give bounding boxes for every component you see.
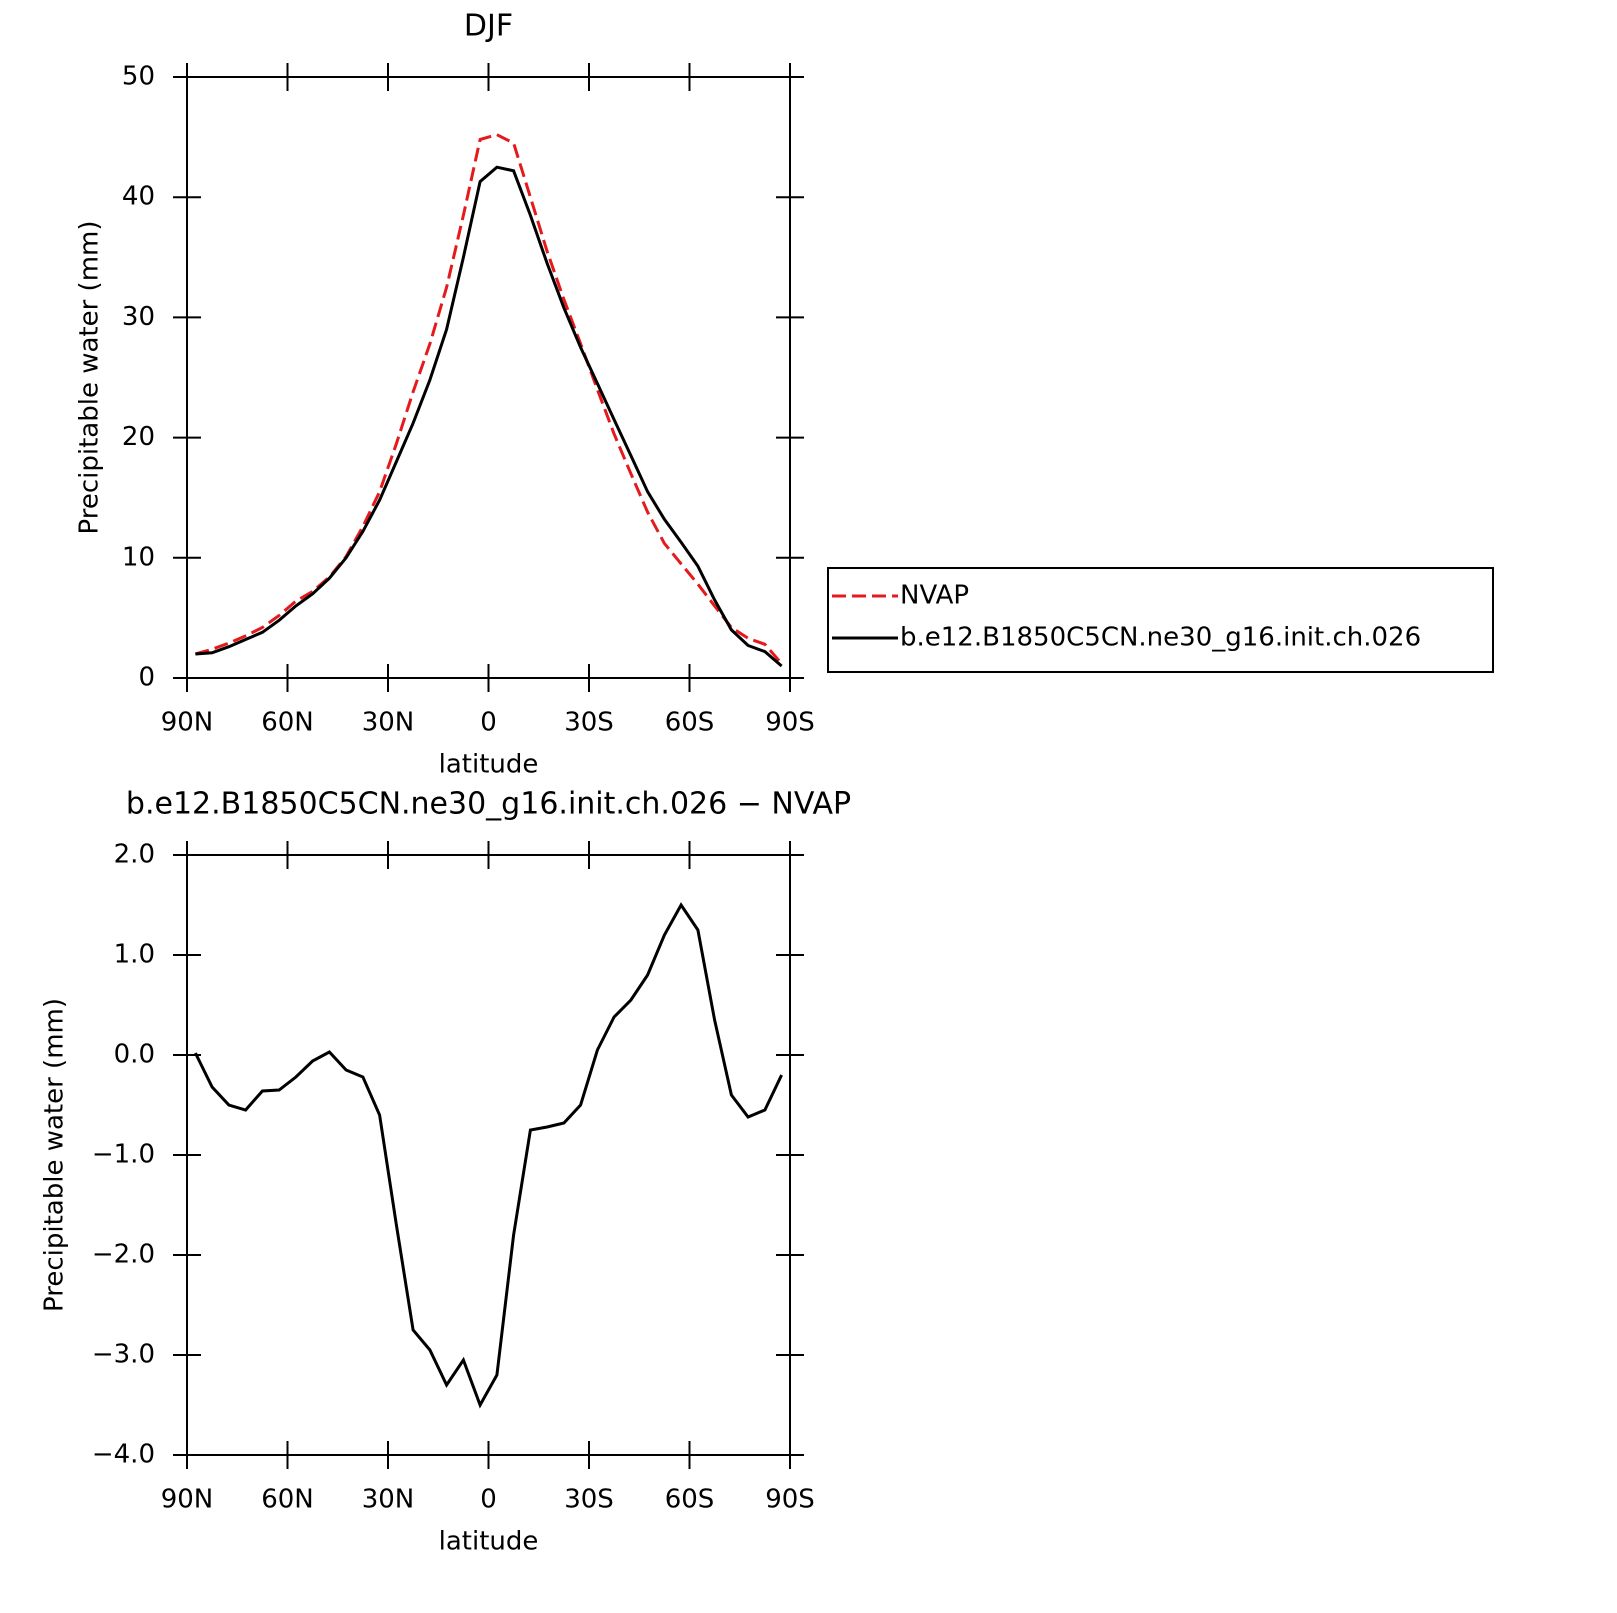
data-line <box>194 133 783 665</box>
x-axis-label: latitude <box>439 750 539 780</box>
y-tick-label: 40 <box>122 182 155 212</box>
x-tick-label: 90S <box>765 708 815 738</box>
data-line <box>195 165 783 668</box>
y-tick-label: −4.0 <box>92 1440 155 1470</box>
y-tick-label: 1.0 <box>114 940 155 970</box>
x-tick-label: 90N <box>161 1485 214 1515</box>
y-tick-label: −2.0 <box>92 1240 155 1270</box>
legend-label: NVAP <box>900 581 969 611</box>
legend-label: b.e12.B1850C5CN.ne30_g16.init.ch.026 <box>900 623 1421 653</box>
y-tick-label: −1.0 <box>92 1140 155 1170</box>
x-tick-label: 0 <box>480 1485 497 1515</box>
x-tick-label: 30N <box>362 708 415 738</box>
y-tick-label: 30 <box>122 302 155 332</box>
x-tick-label: 60N <box>261 1485 314 1515</box>
x-tick-label: 30S <box>564 1485 614 1515</box>
y-axis-label: Precipitable water (mm) <box>75 221 105 535</box>
x-axis-label: latitude <box>439 1527 539 1557</box>
x-tick-label: 30S <box>564 708 614 738</box>
y-axis-label: Precipitable water (mm) <box>40 998 70 1312</box>
x-tick-label: 90N <box>161 708 214 738</box>
y-tick-label: 20 <box>122 422 155 452</box>
x-tick-label: 60S <box>665 708 715 738</box>
legend-box <box>827 567 1494 673</box>
x-tick-label: 60N <box>261 708 314 738</box>
y-tick-label: 50 <box>122 62 155 92</box>
y-tick-label: 10 <box>122 542 155 572</box>
x-tick-label: 60S <box>665 1485 715 1515</box>
y-tick-label: 2.0 <box>114 840 155 870</box>
data-line <box>194 902 783 1409</box>
chart-title: b.e12.B1850C5CN.ne30_g16.init.ch.026 − N… <box>126 787 851 822</box>
x-tick-label: 90S <box>765 1485 815 1515</box>
y-tick-label: −3.0 <box>92 1340 155 1370</box>
x-tick-label: 30N <box>362 1485 415 1515</box>
x-tick-label: 0 <box>480 708 497 738</box>
chart-title: DJF <box>464 9 513 44</box>
y-tick-label: 0 <box>138 663 155 693</box>
y-tick-label: 0.0 <box>114 1040 155 1070</box>
